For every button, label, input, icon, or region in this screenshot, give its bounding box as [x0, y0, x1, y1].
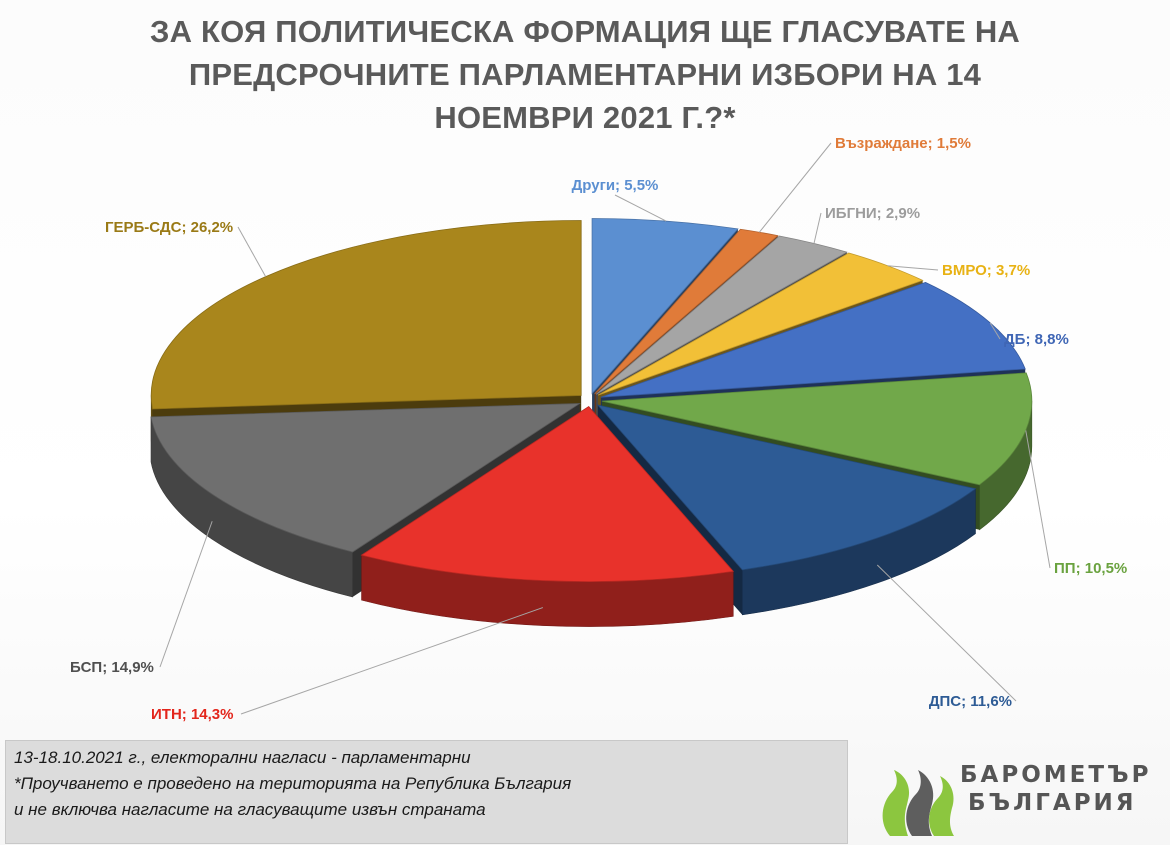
- pie-slice-top: [360, 406, 735, 582]
- pie-slice-top: [595, 235, 848, 395]
- pie-chart: Други; 5,5% Възраждане; 1,5% ИБГНИ; 2,9% ВМ…: [70, 135, 1127, 723]
- pie-slice-top: [591, 218, 739, 395]
- data-label-дб: ДБ; 8,8%: [1004, 331, 1069, 348]
- leader-line: [887, 265, 939, 271]
- leader-line: [1025, 430, 1051, 569]
- data-label-итн: ИТН; 14,3%: [151, 706, 233, 723]
- data-label-бсп: БСП; 14,9%: [70, 659, 154, 676]
- leader-line: [159, 521, 213, 668]
- leader-line: [876, 564, 1017, 702]
- footnote: 13-18.10.2021 г., електорални нагласи - …: [5, 740, 848, 844]
- logo-text-line-1: БАРОМЕТЪР: [960, 762, 1152, 788]
- data-label-възраждане: Възраждане; 1,5%: [835, 135, 971, 152]
- leader-line: [240, 607, 543, 715]
- pie-slice-top: [601, 372, 1033, 486]
- data-label-дпс: ДПС; 11,6%: [929, 693, 1012, 710]
- data-label-пп: ПП; 10,5%: [1054, 560, 1127, 577]
- logo-heads-icon: [882, 770, 954, 836]
- footnote-line-2: *Проучването е проведено на територията …: [14, 774, 572, 793]
- leader-line: [813, 212, 822, 244]
- data-label-вмро: ВМРО; 3,7%: [942, 262, 1030, 279]
- data-label-други: Други; 5,5%: [572, 177, 659, 194]
- data-label-герб-сдс: ГЕРБ-СДС; 26,2%: [105, 219, 233, 236]
- pie-slice-итн: [360, 406, 735, 627]
- logo-text-line-2: БЪЛГАРИЯ: [968, 790, 1137, 816]
- pie-slice-top: [597, 252, 924, 396]
- footnote-line-1: 13-18.10.2021 г., електорални нагласи - …: [14, 748, 471, 767]
- footnote-line-3: и не включва нагласите на гласуващите из…: [14, 800, 486, 819]
- leader-line: [237, 226, 267, 277]
- pie-slice-top: [596, 404, 977, 571]
- barometer-bulgaria-logo: БАРОМЕТЪР БЪЛГАРИЯ: [868, 752, 1168, 844]
- pie-slice-top: [150, 220, 582, 410]
- pie-slice-top: [150, 402, 582, 553]
- chart-title: ЗА КОЯ ПОЛИТИЧЕСКА ФОРМАЦИЯ ЩЕ ГЛАСУВАТЕ…: [149, 14, 1021, 135]
- leader-line: [758, 142, 832, 233]
- leader-line: [614, 194, 667, 222]
- data-label-ибгни: ИБГНИ; 2,9%: [825, 205, 920, 222]
- leader-line: [989, 322, 1001, 340]
